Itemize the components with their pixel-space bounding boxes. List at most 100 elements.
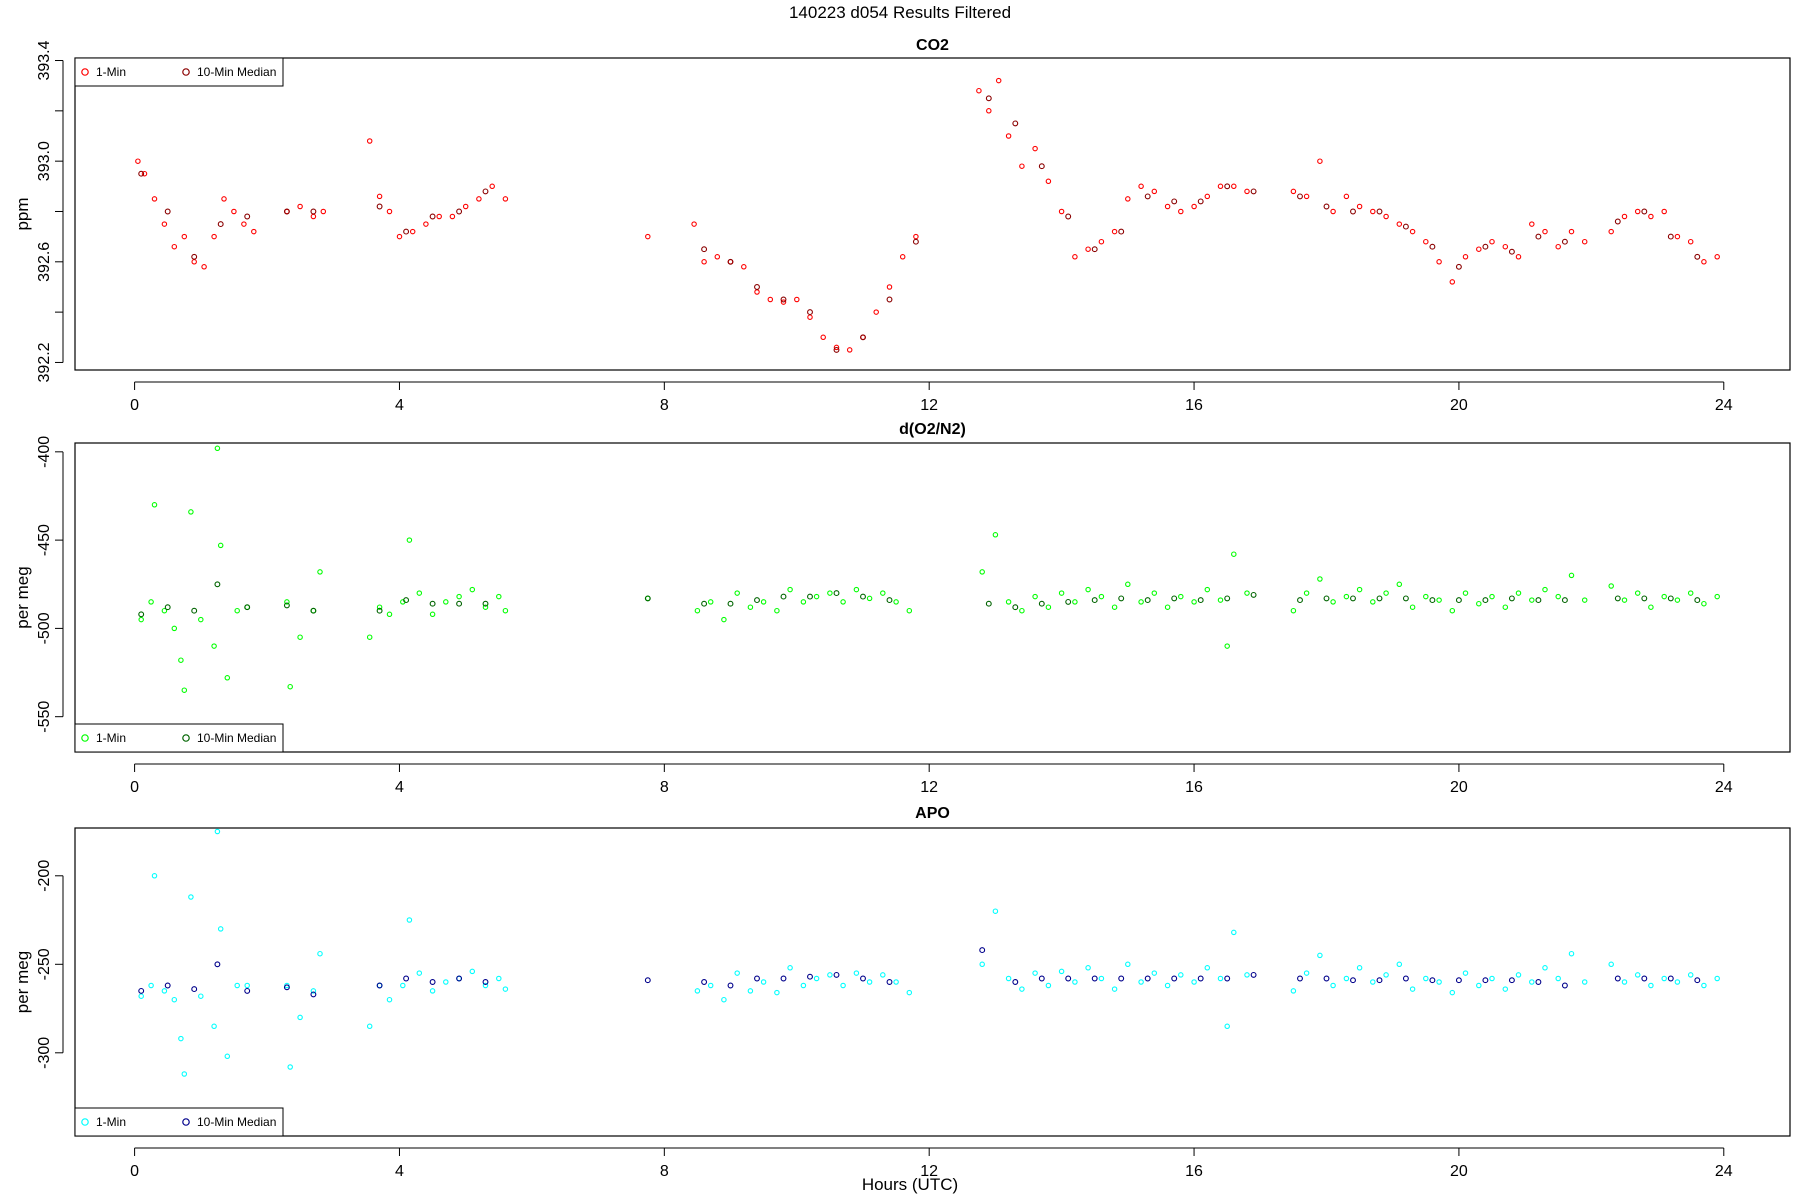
data-point	[1111, 228, 1118, 235]
data-point	[1303, 970, 1310, 976]
data-point	[1244, 188, 1250, 195]
data-point	[985, 600, 992, 607]
data-point	[1085, 586, 1091, 593]
data-point	[1667, 595, 1674, 602]
data-point	[1608, 583, 1614, 589]
data-point	[403, 597, 410, 604]
data-point	[1012, 979, 1019, 985]
data-point	[1423, 593, 1429, 600]
data-point	[747, 988, 754, 994]
data-point	[1125, 961, 1131, 968]
data-point	[297, 1014, 303, 1021]
data-point	[840, 982, 846, 989]
data-point	[1045, 982, 1052, 989]
plot-frame	[74, 57, 1791, 371]
data-point	[794, 296, 800, 303]
data-point	[224, 1053, 231, 1060]
data-point	[1529, 597, 1535, 603]
data-point	[760, 979, 767, 985]
data-point	[429, 600, 436, 607]
data-point	[833, 590, 840, 597]
data-point	[1370, 979, 1376, 985]
data-point	[1072, 254, 1078, 260]
legend-label: 1-Min	[96, 65, 126, 79]
data-point	[1661, 593, 1667, 600]
data-point	[1038, 163, 1045, 170]
panel-1: CO2 0 4 8 12 16 20 24 392.2 392.6 393.0 393.4 ppm 1-M…	[13, 37, 1791, 414]
data-point	[1462, 254, 1469, 260]
data-point	[833, 344, 840, 351]
data-point	[760, 599, 767, 605]
data-point	[502, 986, 509, 992]
data-point	[727, 600, 734, 607]
data-point	[880, 590, 886, 596]
data-point	[1402, 595, 1409, 602]
data-point	[1535, 597, 1542, 604]
legend-marker	[182, 734, 190, 742]
data-point	[429, 213, 436, 220]
data-point	[1317, 158, 1323, 164]
data-point	[1383, 213, 1389, 220]
data-point	[1224, 643, 1230, 649]
data-point	[1330, 208, 1336, 215]
y-tick-label: -250	[36, 948, 53, 980]
data-point	[1687, 972, 1694, 978]
data-point	[1581, 238, 1588, 245]
data-point	[1197, 198, 1204, 205]
data-point	[1634, 208, 1641, 215]
data-point	[502, 196, 509, 202]
data-point	[1098, 975, 1105, 982]
x-tick-label: 4	[395, 397, 404, 414]
x-tick-label: 12	[920, 779, 938, 796]
data-point	[707, 982, 714, 989]
data-point	[214, 445, 221, 452]
data-point	[1191, 203, 1197, 210]
data-point	[992, 908, 999, 914]
data-point	[727, 258, 734, 265]
data-point	[780, 593, 787, 600]
data-point	[1303, 590, 1310, 596]
data-point	[214, 581, 221, 588]
data-point	[217, 221, 224, 228]
data-point	[317, 950, 323, 957]
data-point	[1151, 188, 1158, 195]
data-point	[138, 170, 145, 177]
y-axis-title: per meg	[13, 951, 32, 1013]
data-point	[813, 593, 820, 600]
data-point	[1297, 193, 1303, 200]
data-point	[1409, 604, 1416, 610]
data-point	[886, 296, 893, 303]
data-point	[1019, 607, 1025, 614]
data-point	[1701, 259, 1707, 265]
y-tick-label: 393.4	[36, 40, 53, 80]
data-point	[310, 988, 317, 994]
x-tick-label: 12	[920, 397, 938, 414]
data-point	[906, 989, 913, 996]
data-point	[1178, 208, 1184, 215]
data-point	[721, 996, 727, 1003]
data-point	[1356, 965, 1363, 971]
data-point	[234, 982, 240, 989]
data-point	[1144, 975, 1151, 982]
data-point	[846, 347, 853, 353]
data-point	[1535, 233, 1542, 240]
data-point	[1694, 977, 1701, 984]
data-point	[1224, 1023, 1230, 1030]
data-point	[1429, 597, 1436, 604]
data-point	[198, 993, 204, 999]
data-point	[860, 334, 866, 341]
data-point	[1171, 595, 1178, 602]
data-point	[866, 979, 873, 985]
data-point	[396, 233, 403, 240]
data-point	[1449, 607, 1456, 614]
data-point	[297, 634, 303, 640]
data-point	[1250, 971, 1257, 978]
data-point	[807, 314, 813, 320]
data-point	[992, 532, 999, 538]
data-point	[1019, 986, 1025, 992]
data-point	[1409, 228, 1416, 235]
data-point	[171, 243, 178, 250]
data-point	[221, 196, 227, 202]
data-point	[1019, 163, 1025, 169]
series-1-min	[138, 828, 1720, 1077]
